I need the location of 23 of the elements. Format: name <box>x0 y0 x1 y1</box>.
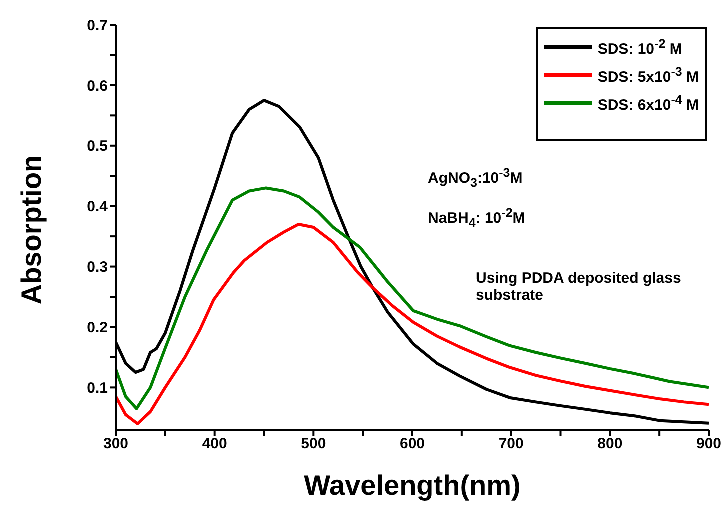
legend-label: SDS: 5x10$^{-3}$ M <box>598 64 699 86</box>
annotation: Using PDDA deposited glass substrate <box>476 270 682 304</box>
legend-label: SDS: 6x10$^{-4}$ M <box>598 92 699 114</box>
y-tick-label: 0.3 <box>87 259 108 276</box>
legend-label: SDS: 10$^{-2}$ M <box>598 36 682 58</box>
x-tick-label: 700 <box>498 436 524 453</box>
y-axis-title: Absorption <box>16 155 47 305</box>
y-tick-label: 0.4 <box>87 198 109 216</box>
annotation: NaBH$_{4}$: 10$^{-2}$M <box>428 206 526 230</box>
y-tick-label: 0.2 <box>87 320 108 337</box>
x-tick-label: 800 <box>598 436 623 453</box>
x-tick-label: 400 <box>202 436 228 453</box>
annotation: AgNO$_{3}$:10$^{-3}$M <box>428 166 523 190</box>
y-tick-label: 0.5 <box>87 138 108 156</box>
x-axis-title: Wavelength(nm) <box>304 470 521 501</box>
x-tick-label: 600 <box>400 436 426 453</box>
x-tick-label: 900 <box>696 436 722 453</box>
line-series <box>116 186 709 410</box>
y-tick-label: 0.7 <box>87 17 108 34</box>
x-tick-label: 500 <box>301 436 326 453</box>
x-tick-label: 300 <box>103 436 129 453</box>
y-tick-label: 0.1 <box>87 380 108 398</box>
y-tick-label: 0.6 <box>87 78 108 95</box>
